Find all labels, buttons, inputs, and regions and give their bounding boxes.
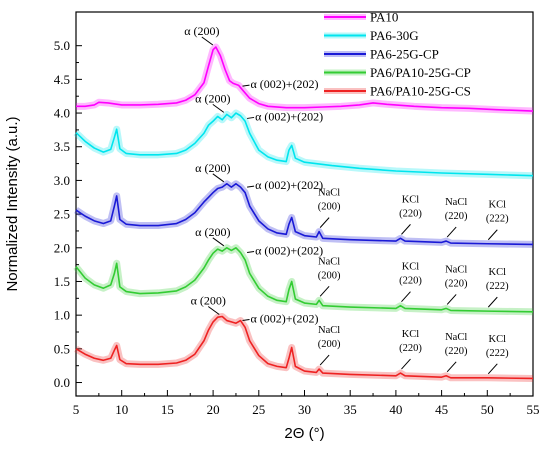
salt-label-index: (200) bbox=[318, 202, 341, 213]
y-tick-label: 5.0 bbox=[54, 38, 70, 53]
salt-label-index: (220) bbox=[445, 278, 468, 289]
series-line bbox=[75, 246, 534, 313]
y-tick-label: 2.0 bbox=[54, 240, 70, 255]
annotation-pointer bbox=[319, 354, 330, 366]
y-tick-label: 1.0 bbox=[54, 308, 70, 323]
annotation-pointer bbox=[212, 237, 225, 247]
salt-label: NaCl bbox=[318, 256, 340, 267]
peak-label: α (002)+(202) bbox=[251, 77, 319, 91]
legend-label: PA10 bbox=[370, 10, 398, 25]
y-tick-label: 4.0 bbox=[54, 106, 70, 121]
annotation-pointer bbox=[247, 251, 255, 254]
peak-label: α (200) bbox=[184, 24, 219, 38]
y-tick-label: 1.5 bbox=[54, 274, 70, 289]
y-tick-label: 0.5 bbox=[54, 341, 70, 356]
salt-label: KCl bbox=[402, 194, 420, 205]
legend-label: PA6-30G bbox=[370, 28, 419, 43]
y-tick-label: 0.0 bbox=[54, 375, 70, 390]
salt-label: KCl bbox=[402, 329, 420, 340]
x-tick-label: 45 bbox=[435, 402, 448, 417]
salt-label: KCl bbox=[402, 262, 420, 273]
series-lines bbox=[73, 43, 534, 382]
annotation-pointer bbox=[242, 319, 250, 322]
peak-label: α (002)+(202) bbox=[255, 244, 323, 258]
annotation-pointer bbox=[487, 296, 498, 308]
peak-label: α (200) bbox=[195, 91, 230, 105]
peak-label: α (002)+(202) bbox=[255, 178, 323, 192]
salt-label-index: (200) bbox=[318, 270, 341, 281]
annotation-pointer bbox=[207, 306, 220, 315]
peak-label: α (200) bbox=[191, 294, 226, 308]
peak-annotations: α (200) α (002)+(202) α (200) α (002)+(202)… bbox=[184, 24, 509, 375]
x-tick-label: 35 bbox=[344, 402, 357, 417]
salt-label-index: (220) bbox=[399, 343, 422, 354]
annotation-pointer bbox=[319, 217, 330, 228]
salt-label-index: (200) bbox=[318, 339, 341, 350]
x-tick-label: 5 bbox=[73, 402, 80, 417]
salt-label-index: (220) bbox=[445, 346, 468, 357]
y-tick-label: 4.5 bbox=[54, 72, 70, 87]
series-line bbox=[75, 315, 534, 380]
salt-label-index: (220) bbox=[445, 211, 468, 222]
annotation-pointer bbox=[319, 286, 330, 297]
salt-label-index: (220) bbox=[399, 276, 422, 287]
salt-label: NaCl bbox=[445, 264, 467, 275]
x-tick-label: 25 bbox=[252, 402, 265, 417]
x-tick-label: 15 bbox=[161, 402, 174, 417]
annotation-pointer bbox=[487, 363, 498, 375]
x-tick-label: 50 bbox=[481, 402, 494, 417]
peak-label: α (002)+(202) bbox=[251, 312, 319, 326]
y-axis: 0.0 0.5 1.0 1.5 2.0 2.5 3.0 3.5 4.0 4.5 5.0 bbox=[54, 38, 82, 390]
legend: PA10 PA6-30G PA6-25G-CP PA6/PA10-25G-CP PA6/… bbox=[324, 10, 471, 99]
annotation-pointer bbox=[401, 291, 411, 303]
series-line bbox=[75, 182, 534, 246]
y-tick-label: 2.5 bbox=[54, 207, 70, 222]
x-tick-label: 40 bbox=[389, 402, 402, 417]
y-tick-label: 3.0 bbox=[54, 173, 70, 188]
peak-label: α (200) bbox=[195, 225, 230, 239]
legend-label: PA6/PA10-25G-CS bbox=[370, 84, 471, 99]
salt-label: NaCl bbox=[445, 197, 467, 208]
annotation-pointer bbox=[446, 361, 457, 373]
salt-label-index: (222) bbox=[486, 348, 509, 359]
series-line bbox=[75, 112, 534, 177]
salt-label-index: (222) bbox=[486, 281, 509, 292]
salt-label: KCl bbox=[489, 200, 507, 211]
salt-label: KCl bbox=[489, 267, 507, 278]
annotation-pointer bbox=[446, 226, 457, 238]
x-tick-label: 20 bbox=[207, 402, 220, 417]
annotation-pointer bbox=[487, 229, 498, 241]
legend-label: PA6/PA10-25G-CP bbox=[370, 65, 471, 80]
annotation-pointer bbox=[401, 224, 411, 235]
salt-label: NaCl bbox=[445, 332, 467, 343]
x-tick-label: 10 bbox=[115, 402, 128, 417]
x-axis-title: 2Θ (°) bbox=[284, 425, 324, 442]
salt-label: NaCl bbox=[318, 325, 340, 336]
annotation-pointer bbox=[242, 84, 250, 87]
annotation-pointer bbox=[401, 358, 411, 370]
salt-label-index: (222) bbox=[486, 214, 509, 225]
legend-label: PA6-25G-CP bbox=[370, 47, 439, 62]
y-axis-title: Normalized Intensity (a.u.) bbox=[4, 116, 21, 291]
annotation-pointer bbox=[212, 103, 225, 113]
series-line bbox=[76, 46, 534, 112]
annotation-pointer bbox=[201, 36, 214, 46]
x-tick-label: 55 bbox=[527, 402, 540, 417]
peak-label: α (002)+(202) bbox=[255, 109, 323, 123]
x-tick-label: 30 bbox=[298, 402, 311, 417]
salt-label: KCl bbox=[489, 334, 507, 345]
y-tick-label: 3.5 bbox=[54, 139, 70, 154]
annotation-pointer bbox=[247, 116, 255, 119]
x-axis: 5 10 15 20 25 30 35 40 45 50 55 bbox=[73, 390, 540, 417]
annotation-pointer bbox=[446, 294, 457, 305]
peak-label: α (200) bbox=[195, 161, 230, 175]
salt-label-index: (220) bbox=[399, 208, 422, 219]
annotation-pointer bbox=[247, 185, 255, 188]
annotation-pointer bbox=[212, 173, 225, 183]
salt-label: NaCl bbox=[318, 188, 340, 199]
